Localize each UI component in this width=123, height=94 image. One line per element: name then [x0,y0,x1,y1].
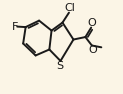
Text: S: S [57,61,64,71]
Text: O: O [88,18,96,28]
Text: F: F [12,22,19,32]
Text: Cl: Cl [65,3,75,13]
Text: O: O [88,45,97,55]
